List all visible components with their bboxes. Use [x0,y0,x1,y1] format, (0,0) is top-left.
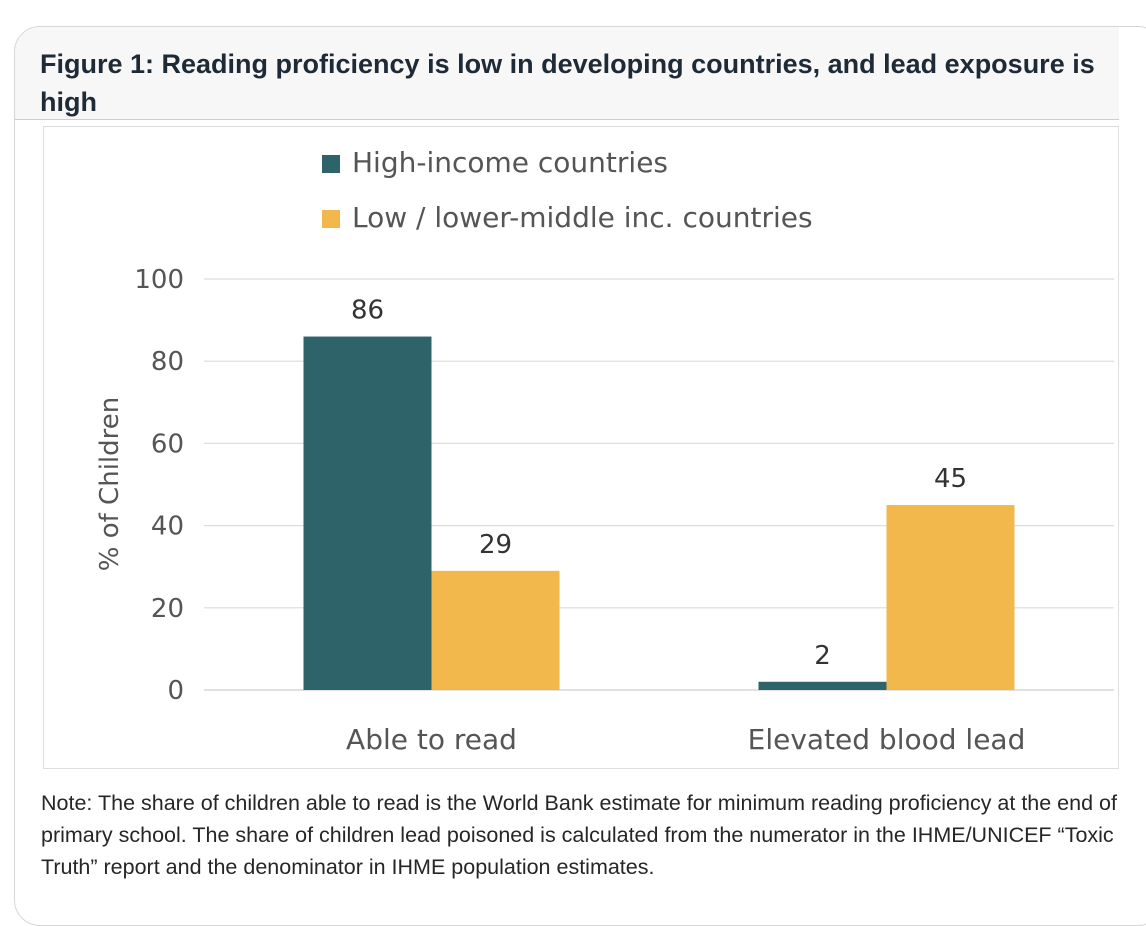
chart-container: 0 20 40 60 80 100 % of Children 86 29 Able to rea… [43,126,1119,769]
y-tick-label: 100 [134,265,184,295]
bar-chart: 0 20 40 60 80 100 % of Children 86 29 Able to rea… [95,146,1114,756]
bar [303,336,432,690]
x-tick-label: Able to read [346,723,517,756]
bar [886,505,1015,690]
y-tick-label: 80 [151,347,184,377]
legend-swatch [322,210,340,228]
legend-label: Low / lower-middle inc. countries [352,201,813,234]
bar [431,570,560,690]
legend-label: High-income countries [352,146,668,179]
data-label: 2 [814,641,831,671]
y-tick-label: 60 [151,429,184,459]
y-tick-label: 0 [167,676,184,706]
figure-note: Note: The share of children able to read… [41,791,1117,879]
data-label: 29 [479,530,512,560]
x-tick-label: Elevated blood lead [748,723,1026,756]
bar [758,681,887,690]
data-label: 86 [351,296,384,326]
figure-title: Figure 1: Reading proficiency is low in … [40,49,1095,117]
figure-card: Figure 1: Reading proficiency is low in … [14,26,1146,926]
figure-header: Figure 1: Reading proficiency is low in … [15,27,1119,120]
legend-swatch [322,155,340,173]
data-label: 45 [934,464,967,494]
y-axis-label: % of Children [95,397,125,571]
y-tick-label: 40 [151,512,184,542]
y-tick-label: 20 [151,594,184,624]
